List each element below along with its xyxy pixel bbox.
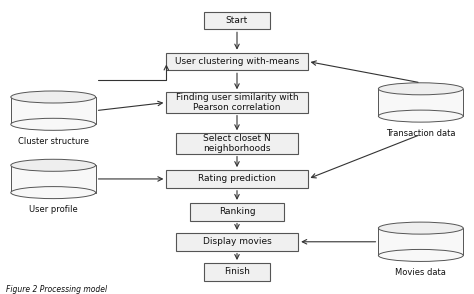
FancyBboxPatch shape (176, 133, 298, 154)
Text: User profile: User profile (29, 206, 78, 214)
FancyBboxPatch shape (176, 233, 298, 251)
Text: Display movies: Display movies (202, 237, 272, 246)
FancyBboxPatch shape (166, 92, 308, 113)
Text: Finish: Finish (224, 267, 250, 276)
FancyBboxPatch shape (190, 203, 284, 220)
Ellipse shape (378, 110, 463, 122)
FancyBboxPatch shape (204, 12, 270, 29)
Text: Movies data: Movies data (395, 268, 446, 277)
Ellipse shape (378, 83, 463, 95)
Bar (378, 89, 463, 116)
Text: Select closet N
neighborhoods: Select closet N neighborhoods (203, 134, 271, 153)
Ellipse shape (11, 91, 96, 103)
Text: User clustering with-means: User clustering with-means (175, 57, 299, 66)
Text: Finding user similarity with
Pearson correlation: Finding user similarity with Pearson cor… (176, 93, 298, 112)
Text: Rating prediction: Rating prediction (198, 174, 276, 183)
Text: Ranking: Ranking (219, 207, 255, 216)
Ellipse shape (378, 222, 463, 234)
FancyBboxPatch shape (204, 263, 270, 281)
Ellipse shape (378, 249, 463, 261)
Bar (11, 165, 96, 193)
Text: Figure 2 Processing model: Figure 2 Processing model (6, 285, 107, 294)
Bar (11, 97, 96, 124)
Text: Transaction data: Transaction data (386, 129, 456, 138)
Ellipse shape (11, 159, 96, 171)
Text: Start: Start (226, 16, 248, 25)
FancyBboxPatch shape (166, 170, 308, 188)
Bar (378, 228, 463, 255)
Ellipse shape (11, 118, 96, 130)
Text: Cluster structure: Cluster structure (18, 137, 89, 146)
FancyBboxPatch shape (166, 53, 308, 70)
Ellipse shape (11, 187, 96, 199)
